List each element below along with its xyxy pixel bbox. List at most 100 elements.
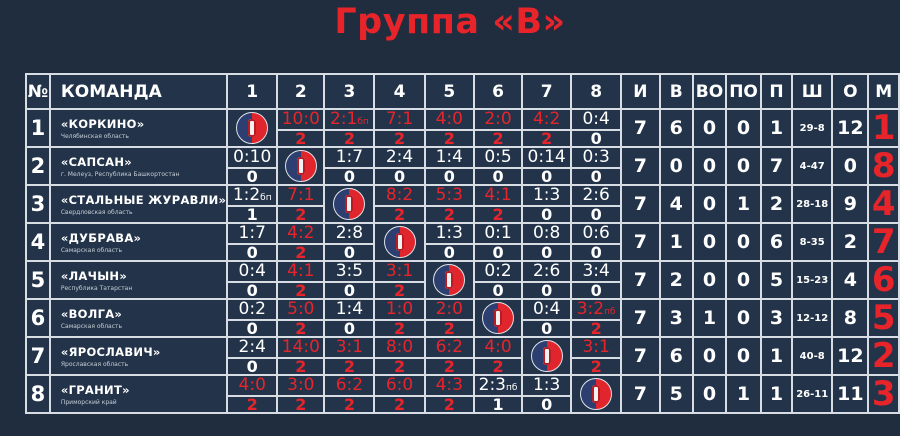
tournament-logo-icon <box>333 188 366 220</box>
score-value: 4:2 <box>532 109 561 129</box>
game-cell: 0:4 0 <box>521 298 573 338</box>
team-row: 3 «СТАЛЬНЫЕ ЖУРАВЛИ» Свердловская область 1… <box>25 184 900 224</box>
game-score: 4:1 <box>474 185 522 207</box>
team-region: Самарская область <box>60 246 123 254</box>
header-opponent: 5 <box>423 73 475 110</box>
game-cell: 2:6 0 <box>521 260 573 300</box>
score-value: 0:6 <box>582 223 610 243</box>
game-score: 3:4 <box>572 262 621 283</box>
stat-ot-wins: 0 <box>691 184 728 224</box>
game-score: 1:7 <box>325 147 374 169</box>
game-cell: 8:2 2 <box>373 184 426 224</box>
team-number: 5 <box>25 260 51 300</box>
team-name: «ДУБРАВА» <box>60 230 142 245</box>
game-score: 1:3 <box>523 376 571 397</box>
game-cell: 2:0 2 <box>423 298 475 338</box>
score-value: 0:1 <box>484 223 512 243</box>
stat-ot-losses: 0 <box>725 146 762 186</box>
header-opponent: 1 <box>226 73 279 110</box>
stat-ot-wins: 0 <box>691 108 728 148</box>
score-value: 1:7 <box>335 147 364 167</box>
game-points: 0 <box>492 167 504 186</box>
game-score: 7:1 <box>375 110 424 131</box>
game-points: 1 <box>246 205 258 224</box>
tournament-logo-icon <box>284 150 317 182</box>
game-cell: 2:4 0 <box>373 146 426 186</box>
game-cell: 4:3 2 <box>423 374 475 414</box>
game-score: 0:8 <box>523 224 571 245</box>
stat-wins: 6 <box>658 108 694 148</box>
score-value: 8:0 <box>385 337 414 357</box>
score-value: 8:2 <box>385 185 414 205</box>
game-cell: 4:1 2 <box>276 260 326 300</box>
game-cell: 0:2 0 <box>472 260 524 300</box>
stat-games: 7 <box>620 260 661 300</box>
game-points: 0 <box>541 395 553 414</box>
score-value: 0:4 <box>532 299 561 319</box>
game-points: 0 <box>590 205 602 224</box>
team-cell: «ЛАЧЫН» Республика Татарстан <box>48 260 229 300</box>
header-opponent: 8 <box>570 73 623 110</box>
header-stat: В <box>658 73 694 110</box>
game-cell: 0:8 0 <box>521 222 573 262</box>
header-opponent: 3 <box>323 73 376 110</box>
score-value: 5:3 <box>435 185 463 205</box>
game-points: 0 <box>246 243 258 262</box>
score-suffix: пб <box>604 307 616 317</box>
game-points: 0 <box>343 319 355 338</box>
game-cell: 5:3 2 <box>423 184 475 224</box>
game-score: 3:1 <box>325 338 374 359</box>
stat-games: 7 <box>620 374 661 414</box>
stat-place: 4 <box>867 184 900 224</box>
score-value: 3:1 <box>385 261 414 281</box>
game-cell: 1:2бп 1 <box>226 184 279 224</box>
score-value: 3:5 <box>335 261 364 281</box>
header-opponent: 4 <box>373 73 426 110</box>
stat-ot-losses: 1 <box>725 184 762 224</box>
stat-points: 8 <box>831 298 870 338</box>
stat-wins: 6 <box>658 336 694 376</box>
game-score: 0:5 <box>474 147 522 169</box>
score-value: 1:4 <box>335 299 364 319</box>
game-score: 4:1 <box>278 262 324 283</box>
stat-goals: 28-18 <box>791 184 834 224</box>
game-cell: 6:2 2 <box>423 336 475 376</box>
stat-ot-losses: 0 <box>725 298 762 338</box>
game-points: 1 <box>492 395 504 414</box>
score-value: 2:8 <box>335 223 364 243</box>
game-points: 2 <box>492 205 504 224</box>
header-opponent: 6 <box>472 73 524 110</box>
game-score: 5:3 <box>425 185 473 207</box>
game-cell: 2:0 2 <box>472 108 524 148</box>
stat-ot-losses: 0 <box>725 222 762 262</box>
game-points: 2 <box>443 319 455 338</box>
score-value: 0:2 <box>238 299 266 319</box>
game-cell: 2:6 0 <box>570 184 623 224</box>
stat-wins: 2 <box>658 260 694 300</box>
stat-ot-losses: 0 <box>725 108 762 148</box>
game-cell: 3:2пб 2 <box>570 298 623 338</box>
score-value: 1:7 <box>238 223 266 243</box>
score-value: 0:2 <box>484 261 512 281</box>
stat-losses: 3 <box>759 298 794 338</box>
team-number: 4 <box>25 222 51 262</box>
score-value: 0:5 <box>484 147 512 167</box>
game-score: 0:4 <box>228 262 277 283</box>
game-points: 2 <box>492 357 504 376</box>
game-cell: 0:1 0 <box>472 222 524 262</box>
game-points: 0 <box>443 167 455 186</box>
game-cell: 0:10 0 <box>226 146 279 186</box>
game-cell: 1:3 0 <box>521 374 573 414</box>
team-name: «ВОЛГА» <box>60 306 123 321</box>
header-stat: О <box>831 73 870 110</box>
header-stat: П <box>759 73 794 110</box>
team-region: Свердловская область <box>60 208 133 216</box>
game-points: 2 <box>393 357 406 376</box>
score-value: 2:1 <box>330 109 358 129</box>
game-score: 4:3 <box>425 376 473 397</box>
score-value: 1:0 <box>385 299 414 319</box>
score-value: 4:1 <box>484 185 512 205</box>
score-value: 4:0 <box>484 337 512 357</box>
score-value: 6:0 <box>385 375 414 395</box>
stat-games: 7 <box>620 108 661 148</box>
